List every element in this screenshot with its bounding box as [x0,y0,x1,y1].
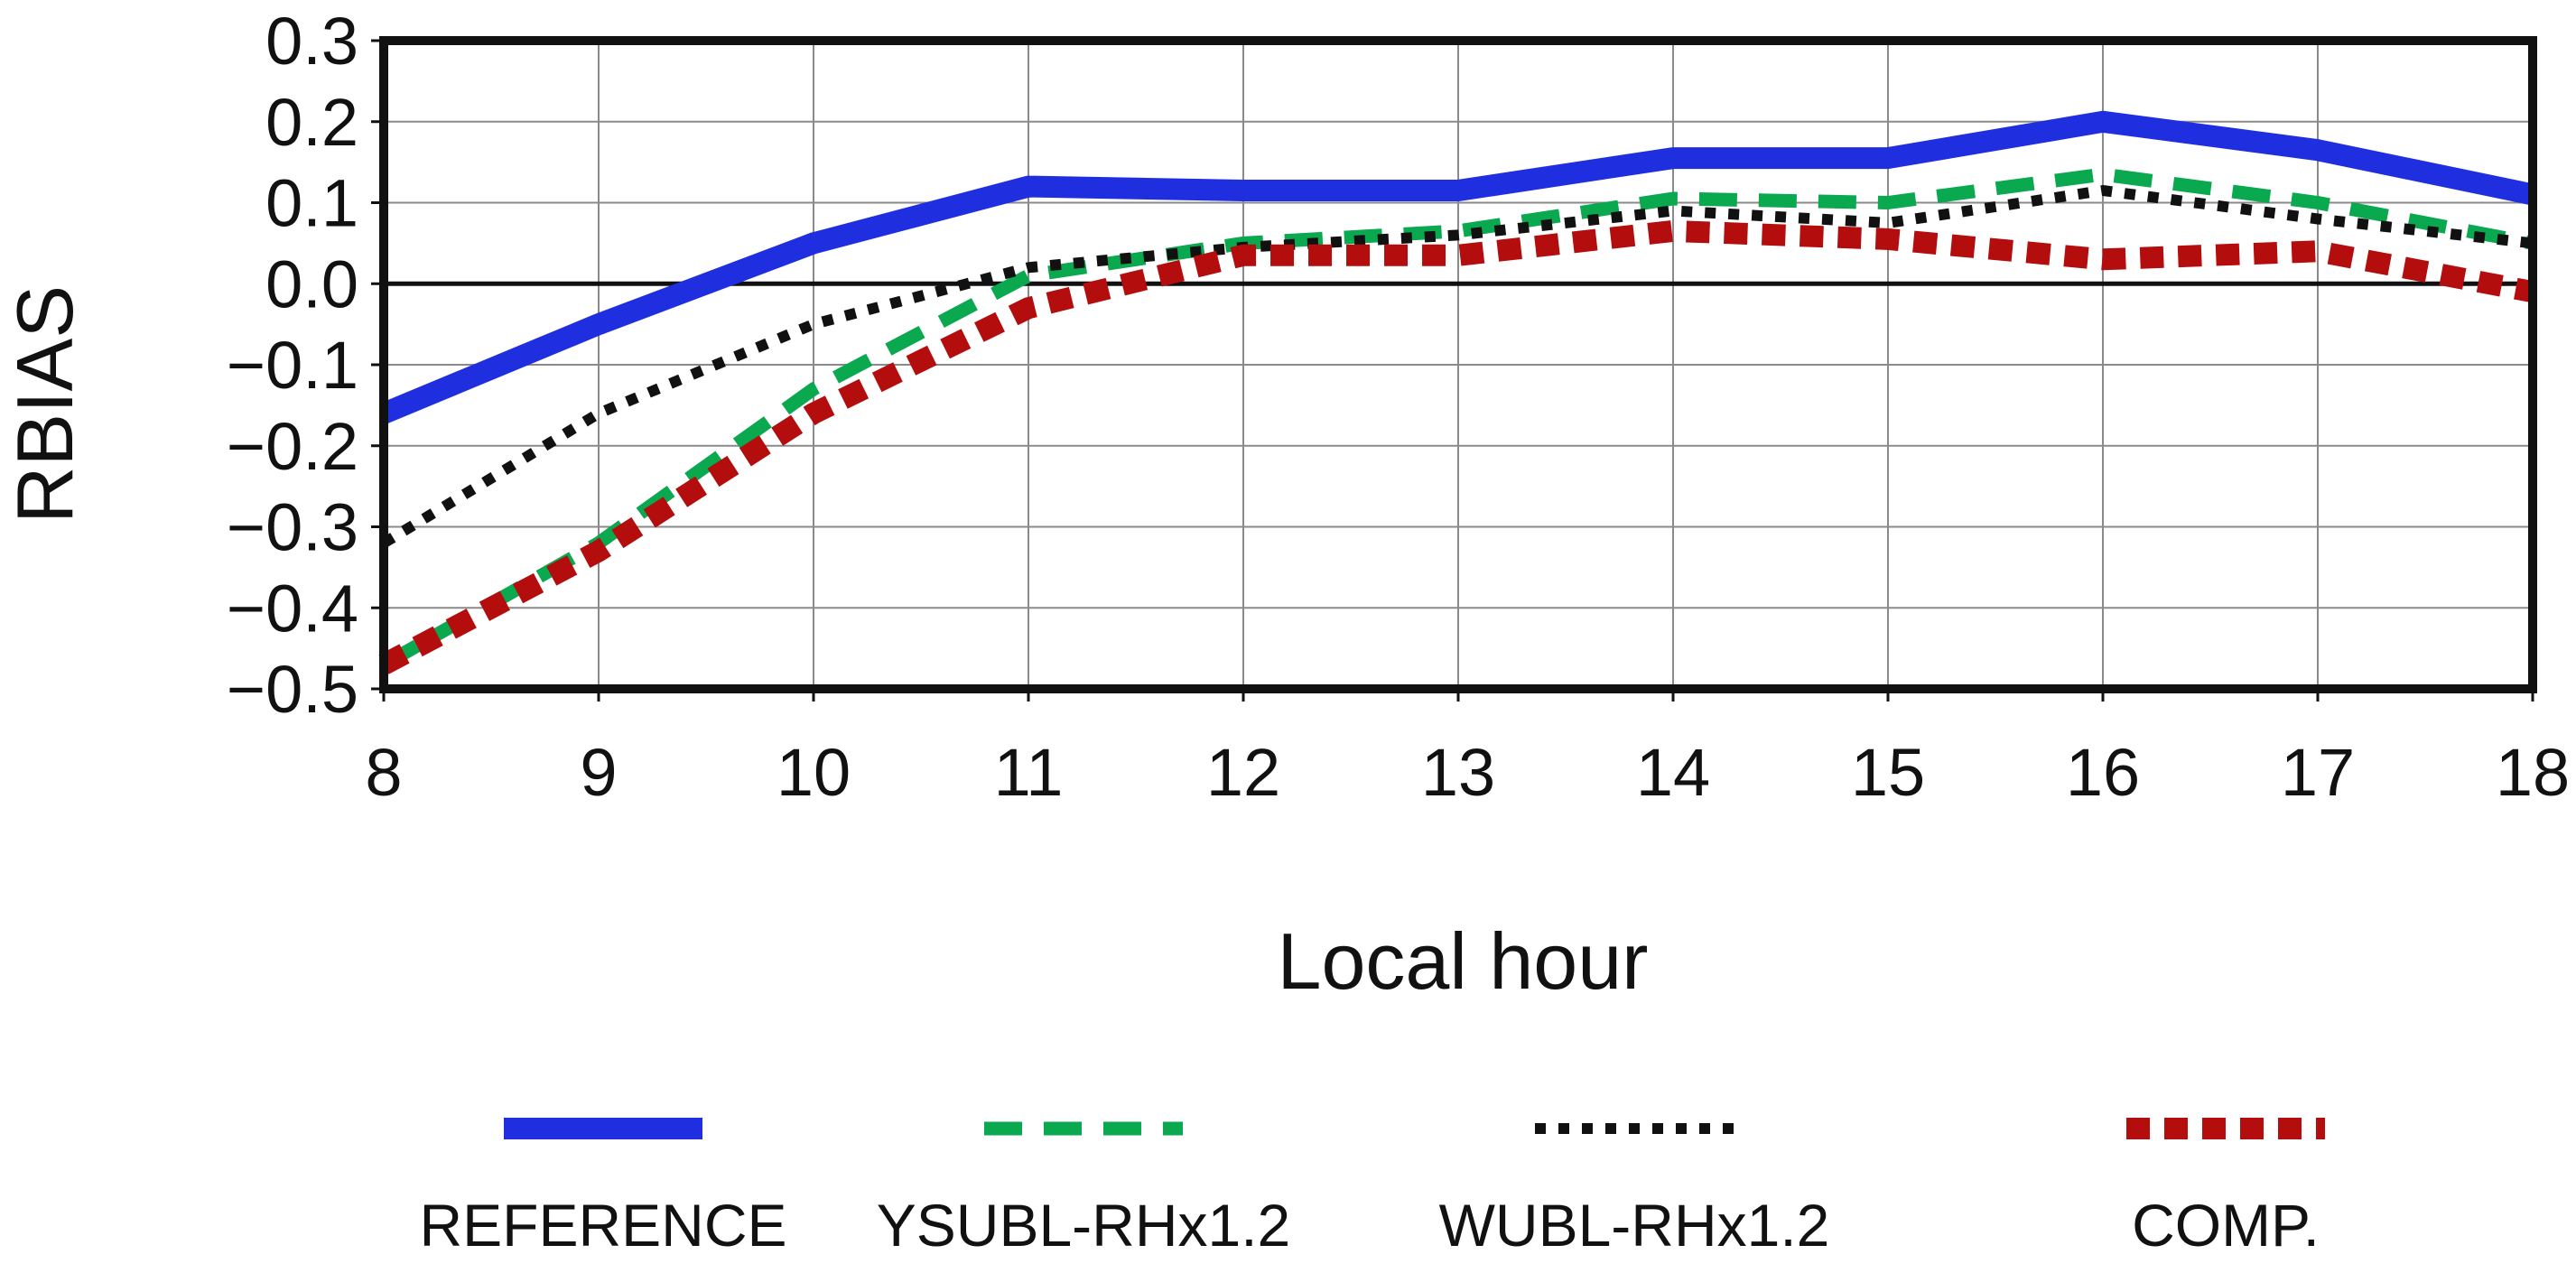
x-tick-label: 11 [994,735,1064,810]
y-tick-label: 0.1 [265,166,358,241]
x-tick-label: 14 [1636,735,1710,810]
legend-label: YSUBL-RHx1.2 [877,1192,1291,1259]
series-lines [378,110,2535,674]
series-line [380,167,2534,671]
x-tick-label: 9 [580,735,617,810]
y-tick-label: 0.3 [265,4,358,79]
x-tick-label: 17 [2281,735,2355,810]
x-tick-label: 18 [2496,735,2570,810]
plot-frame [379,36,2537,693]
x-tick-label: 15 [1851,735,1925,810]
y-tick-label: −0.5 [227,652,358,727]
y-axis-title: RBIAS [0,285,89,524]
y-tick-label: 0.2 [265,85,358,160]
tick-labels: 8 9 10 11 12 13 14 15 16 17 18 0.30.20.10.0−0.1−0.2… [227,4,2570,810]
legend-label: REFERENCE [419,1192,786,1259]
x-tick-label: 16 [2066,735,2140,810]
legend-label: COMP. [2132,1192,2320,1259]
axes [371,36,2537,702]
series-line [380,185,2534,548]
y-tick-label: −0.3 [227,490,358,565]
y-tick-label: −0.4 [227,571,358,646]
x-tick-label: 13 [1421,735,1495,810]
y-tick-label: −0.1 [227,328,358,403]
y-tick-label: −0.2 [227,409,358,484]
y-tick-label: 0.0 [265,246,358,321]
x-tick-label: 10 [777,735,851,810]
x-tick-label: 12 [1206,735,1280,810]
x-tick-label: 8 [365,735,402,810]
legend-label: WUBL-RHx1.2 [1439,1192,1830,1259]
series-line [379,110,2535,423]
x-axis-title: Local hour [1278,916,1649,1006]
legend: REFERENCE YSUBL-RHx1.2 WUBL-RHx1.2 COMP. [419,1118,2325,1259]
